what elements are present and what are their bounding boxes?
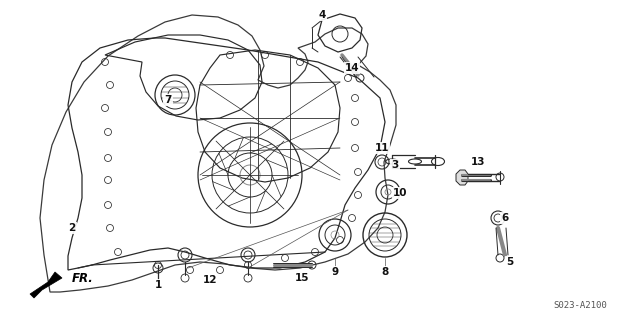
Text: S023-A2100: S023-A2100 [553, 300, 607, 309]
Text: 1: 1 [154, 280, 162, 290]
Text: 2: 2 [68, 223, 76, 233]
Text: 15: 15 [295, 273, 309, 283]
Text: 5: 5 [506, 257, 514, 267]
Text: 14: 14 [345, 63, 359, 73]
Text: 13: 13 [471, 157, 485, 167]
Text: 11: 11 [375, 143, 389, 153]
Text: 10: 10 [393, 188, 407, 198]
Text: 4: 4 [318, 10, 326, 20]
Text: 7: 7 [164, 95, 172, 105]
Text: 3: 3 [392, 160, 399, 170]
Polygon shape [30, 272, 62, 298]
Text: 6: 6 [501, 213, 509, 223]
Text: 8: 8 [381, 267, 388, 277]
Polygon shape [456, 170, 468, 185]
Text: 9: 9 [332, 267, 339, 277]
Text: FR.: FR. [72, 271, 93, 285]
Text: 12: 12 [203, 275, 217, 285]
